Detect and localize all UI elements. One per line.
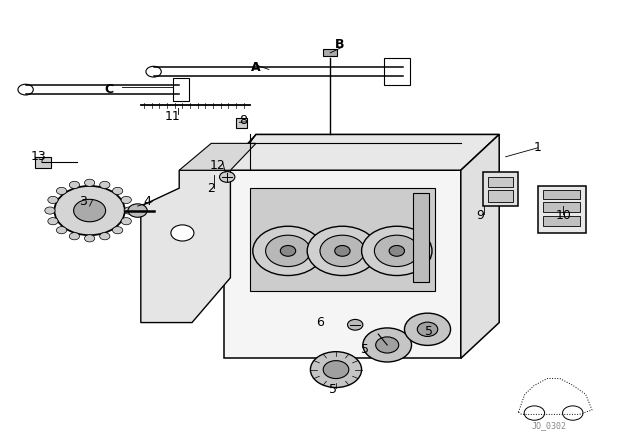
Circle shape <box>69 233 79 240</box>
Text: B: B <box>335 38 344 52</box>
Text: 6: 6 <box>316 316 324 329</box>
Polygon shape <box>250 188 435 291</box>
Bar <box>323 49 337 56</box>
Text: 3: 3 <box>79 195 87 208</box>
Text: 4: 4 <box>143 195 151 208</box>
Text: C: C <box>104 83 113 96</box>
Circle shape <box>171 225 194 241</box>
Circle shape <box>376 337 399 353</box>
Circle shape <box>280 246 296 256</box>
Text: A: A <box>251 60 261 74</box>
Bar <box>488 190 513 202</box>
Circle shape <box>362 226 432 276</box>
Circle shape <box>45 207 55 214</box>
Circle shape <box>146 66 161 77</box>
Circle shape <box>323 361 349 379</box>
Circle shape <box>307 226 378 276</box>
Bar <box>483 172 518 206</box>
Circle shape <box>348 319 363 330</box>
Circle shape <box>69 181 79 189</box>
Circle shape <box>84 179 95 186</box>
Circle shape <box>128 204 147 217</box>
Circle shape <box>48 218 58 225</box>
Text: 2: 2 <box>207 181 215 195</box>
Text: 1: 1 <box>534 141 541 155</box>
Circle shape <box>113 227 123 234</box>
Circle shape <box>310 352 362 388</box>
Text: 12: 12 <box>210 159 225 172</box>
Circle shape <box>335 246 350 256</box>
Circle shape <box>389 246 404 256</box>
Bar <box>35 157 51 168</box>
Circle shape <box>18 84 33 95</box>
Polygon shape <box>224 170 461 358</box>
Text: 5: 5 <box>329 383 337 396</box>
Text: JO_0302: JO_0302 <box>531 421 566 430</box>
Polygon shape <box>141 170 230 323</box>
Circle shape <box>84 235 95 242</box>
Circle shape <box>404 313 451 345</box>
Circle shape <box>56 227 67 234</box>
Circle shape <box>417 322 438 336</box>
Circle shape <box>124 207 134 214</box>
Circle shape <box>220 172 235 182</box>
Circle shape <box>374 235 419 267</box>
Bar <box>236 118 247 128</box>
Circle shape <box>363 328 412 362</box>
Text: 10: 10 <box>556 208 571 222</box>
Bar <box>543 202 580 212</box>
Polygon shape <box>413 193 429 282</box>
Bar <box>384 58 410 85</box>
Text: 13: 13 <box>31 150 46 164</box>
Circle shape <box>121 218 131 225</box>
Circle shape <box>74 199 106 222</box>
Circle shape <box>48 196 58 203</box>
Circle shape <box>253 226 323 276</box>
Circle shape <box>266 235 310 267</box>
Polygon shape <box>179 143 256 170</box>
Bar <box>173 78 189 101</box>
Polygon shape <box>224 134 499 170</box>
Bar <box>543 216 580 226</box>
Circle shape <box>320 235 365 267</box>
Circle shape <box>54 186 125 235</box>
Text: 5: 5 <box>425 325 433 338</box>
Bar <box>538 186 586 233</box>
Bar <box>488 177 513 187</box>
Bar <box>543 190 580 199</box>
Text: 8: 8 <box>239 114 247 128</box>
Circle shape <box>100 233 110 240</box>
Text: 5: 5 <box>361 343 369 356</box>
Polygon shape <box>461 134 499 358</box>
Text: 9: 9 <box>476 208 484 222</box>
Circle shape <box>113 187 123 194</box>
Text: 11: 11 <box>165 110 180 123</box>
Circle shape <box>56 187 67 194</box>
Circle shape <box>121 196 131 203</box>
Circle shape <box>100 181 110 189</box>
